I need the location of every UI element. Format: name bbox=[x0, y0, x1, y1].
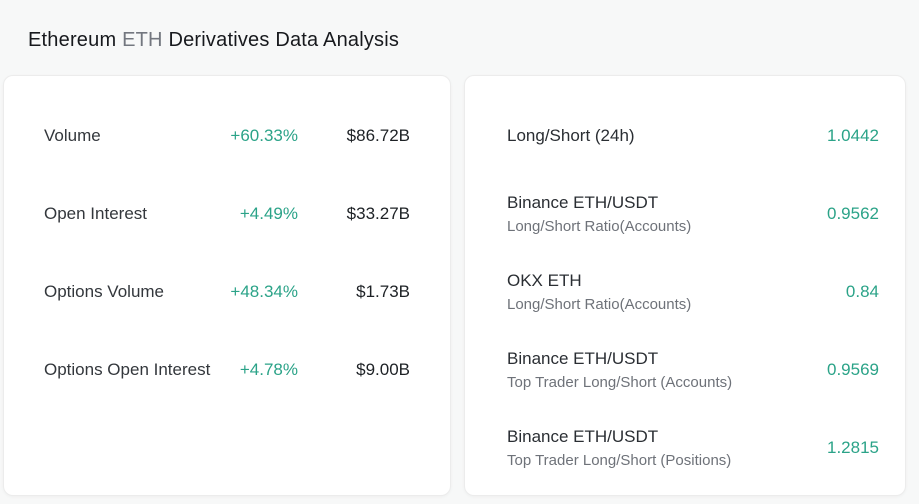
cards-container: Volume +60.33% $86.72B Open Interest +4.… bbox=[0, 75, 919, 496]
ratio-sublabel: Long/Short Ratio(Accounts) bbox=[507, 296, 692, 313]
metric-value: $9.00B bbox=[356, 360, 410, 379]
ratio-sublabel: Long/Short Ratio(Accounts) bbox=[507, 218, 692, 235]
ratio-row-binance-top-trader-accounts: Binance ETH/USDT Top Trader Long/Short (A… bbox=[507, 331, 879, 409]
ratio-value: 0.9562 bbox=[827, 204, 879, 223]
ratio-label: Binance ETH/USDT bbox=[507, 193, 659, 212]
metric-value: $86.72B bbox=[346, 126, 410, 145]
metric-label: Volume bbox=[44, 126, 101, 145]
coin-symbol: ETH bbox=[122, 29, 163, 51]
ratio-label: Binance ETH/USDT bbox=[507, 427, 659, 446]
metric-value: $1.73B bbox=[356, 282, 410, 301]
ratio-value: 0.84 bbox=[845, 282, 879, 301]
metric-row-options-volume: Options Volume +48.34% $1.73B bbox=[44, 253, 410, 331]
ratio-value: 1.0442 bbox=[827, 126, 879, 145]
ratio-sublabel: Top Trader Long/Short (Accounts) bbox=[507, 374, 733, 391]
ratio-sublabel: Top Trader Long/Short (Positions) bbox=[507, 452, 732, 469]
ratio-row-binance-top-trader-positions: Binance ETH/USDT Top Trader Long/Short (P… bbox=[507, 409, 879, 487]
ratio-label: Long/Short (24h) bbox=[507, 126, 635, 145]
ratio-labels: Binance ETH/USDT Top Trader Long/Short (A… bbox=[507, 349, 732, 391]
ratio-label: OKX ETH bbox=[507, 271, 582, 290]
metric-label: Options Volume bbox=[44, 282, 165, 301]
ratio-labels: Binance ETH/USDT Long/Short Ratio(Account… bbox=[507, 193, 691, 235]
ratio-labels: OKX ETH Long/Short Ratio(Accounts) bbox=[507, 271, 691, 313]
long-short-ratio-card: Long/Short (24h) 1.0442 Binance ETH/USDT… bbox=[464, 75, 906, 496]
metric-row-open-interest: Open Interest +4.49% $33.27B bbox=[44, 175, 410, 253]
metric-row-volume: Volume +60.33% $86.72B bbox=[44, 97, 410, 175]
metric-label: Options Open Interest bbox=[44, 360, 211, 379]
derivatives-volume-card: Volume +60.33% $86.72B Open Interest +4.… bbox=[3, 75, 451, 496]
metric-change: +60.33% bbox=[230, 126, 298, 145]
ratio-value: 1.2815 bbox=[827, 438, 879, 457]
metric-row-options-open-interest: Options Open Interest +4.78% $9.00B bbox=[44, 331, 410, 409]
metric-change: +4.49% bbox=[239, 204, 298, 223]
metric-change: +48.34% bbox=[230, 282, 298, 301]
ratio-labels: Binance ETH/USDT Top Trader Long/Short (P… bbox=[507, 427, 731, 469]
metric-label: Open Interest bbox=[44, 204, 148, 223]
title-rest: Derivatives Data Analysis bbox=[168, 29, 400, 51]
ratio-row-binance-accounts: Binance ETH/USDT Long/Short Ratio(Account… bbox=[507, 175, 879, 253]
ratio-row-okx-accounts: OKX ETH Long/Short Ratio(Accounts) 0.84 bbox=[507, 253, 879, 331]
metric-value: $33.27B bbox=[346, 204, 410, 223]
ratio-value: 0.9569 bbox=[827, 360, 879, 379]
ratio-labels: Long/Short (24h) bbox=[507, 126, 635, 146]
page-title: Ethereum ETH Derivatives Data Analysis bbox=[0, 0, 919, 54]
ratio-row-long-short-24h: Long/Short (24h) 1.0442 bbox=[507, 97, 879, 175]
coin-name: Ethereum bbox=[28, 29, 117, 51]
ratio-label: Binance ETH/USDT bbox=[507, 349, 659, 368]
metric-change: +4.78% bbox=[239, 360, 298, 379]
